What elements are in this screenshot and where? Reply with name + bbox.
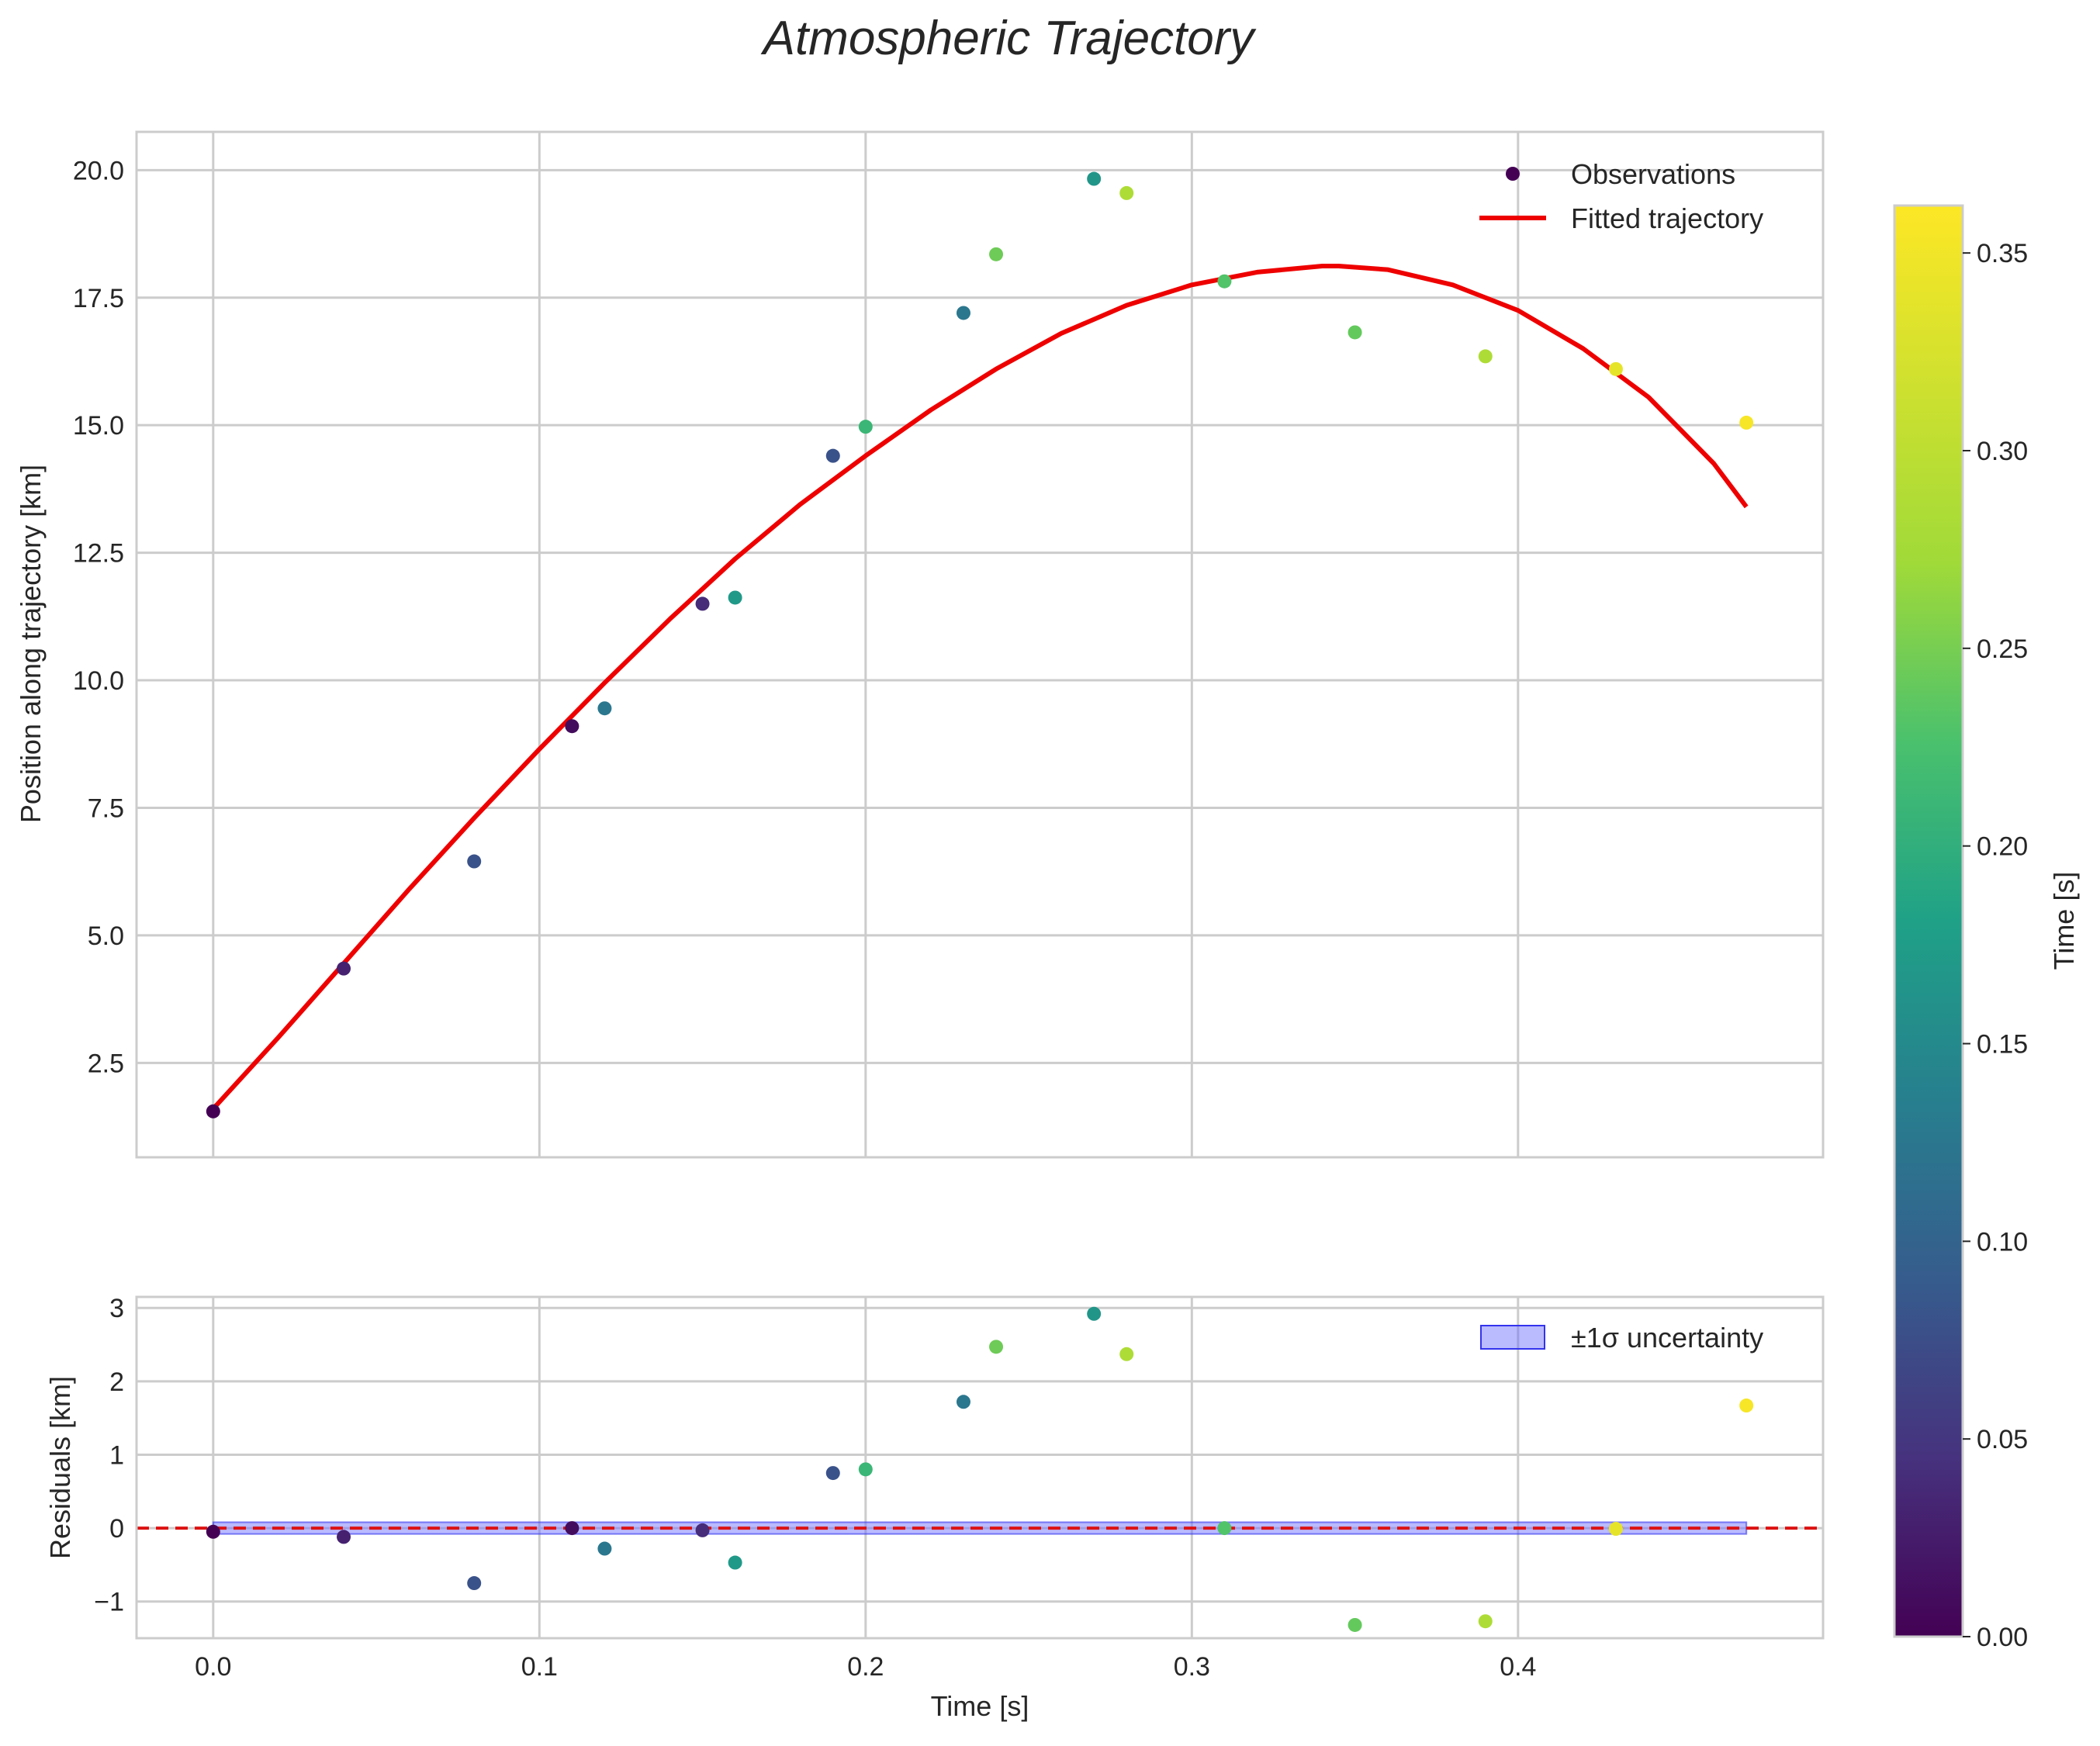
observation-points [206,171,1754,1118]
observation-point [337,961,351,976]
main-y-tick-label: 17.5 [73,284,124,313]
observation-point [1478,349,1493,364]
residual-point [565,1521,579,1536]
observation-point [467,854,482,869]
observation-point [728,590,742,605]
colorbar-ticks: 0.00 0.05 0.10 0.15 0.20 0.25 0.30 0.35 [1963,239,2028,1652]
fitted-trajectory-group [211,264,1749,1111]
residual-point [989,1340,1004,1354]
colorbar-tick-label: 0.15 [1977,1029,2028,1059]
observation-point [597,701,612,716]
observation-point [1217,274,1232,289]
observation-point [1119,185,1134,200]
residual-point [1348,1617,1362,1632]
main-grid [137,132,1823,1157]
residual-axes-frame [135,1295,1825,1640]
legend-observations-marker [1506,167,1520,181]
colorbar-tick-label: 0.00 [1977,1623,2028,1652]
colorbar-tick-label: 0.05 [1977,1425,2028,1454]
main-y-tick-label: 5.0 [88,921,124,951]
residual-point [467,1576,482,1591]
residual-point [337,1530,351,1544]
colorbar-label: Time [s] [2048,872,2080,970]
residual-point [825,1466,840,1481]
residual-y-tick-label: −1 [94,1588,124,1617]
legend-band-swatch [1480,1325,1545,1350]
x-tick-label: 0.4 [1500,1652,1536,1682]
main-y-tick-label: 12.5 [73,539,124,569]
main-y-tick-label: 7.5 [88,793,124,823]
residual-point [1739,1399,1754,1413]
residual-y-tick-label: 0 [109,1514,124,1544]
residual-grid [137,1297,1823,1638]
residual-point [1119,1347,1134,1361]
residual-legend: ±1σ uncertainty [1480,1322,1763,1354]
residual-point [858,1462,873,1477]
observation-point [825,448,840,463]
colorbar [1893,204,1964,1638]
residual-point [1217,1521,1232,1536]
residual-point [728,1555,742,1570]
observation-point [1739,415,1754,430]
residual-y-tick-label: 2 [109,1367,124,1397]
residual-y-tick-label: 1 [109,1440,124,1470]
main-y-tick-label: 10.0 [73,666,124,696]
main-y-tick-label: 20.0 [73,156,124,185]
x-tick-label: 0.0 [195,1652,231,1682]
main-y-tick-labels: 2.5 5.0 7.5 10.0 12.5 15.0 17.5 20.0 [73,156,124,1078]
residual-point [1608,1522,1623,1537]
colorbar-tick-label: 0.10 [1977,1227,2028,1257]
main-axes-frame [135,130,1825,1159]
residual-point [597,1541,612,1556]
residual-point [1478,1614,1493,1629]
observation-point [695,596,710,611]
observation-point [206,1104,220,1118]
residual-y-tick-labels: −1 0 1 2 3 [94,1294,124,1616]
residual-y-axis-label: Residuals [km] [44,1376,76,1559]
x-tick-label: 0.2 [847,1652,884,1682]
fitted-trajectory-line [211,264,1749,1111]
residual-y-tick-label: 3 [109,1294,124,1323]
colorbar-tick-label: 0.20 [1977,832,2028,862]
observation-point [956,306,970,320]
residual-points [206,1306,1754,1632]
observation-point [1608,361,1623,376]
residual-point [695,1523,710,1537]
legend-fit-label: Fitted trajectory [1571,202,1763,234]
main-y-tick-label: 15.0 [73,411,124,441]
observation-point [989,247,1004,261]
main-legend: Observations Fitted trajectory [1479,158,1763,234]
observation-point [1087,171,1102,186]
observation-point [1348,325,1362,340]
x-tick-label: 0.1 [521,1652,558,1682]
residual-x-tick-labels: 0.0 0.1 0.2 0.3 0.4 [195,1652,1536,1682]
colorbar-tick-label: 0.35 [1977,239,2028,268]
residual-point [1087,1306,1102,1321]
residual-point [206,1524,220,1539]
main-y-tick-label: 2.5 [88,1049,124,1078]
colorbar-tick-label: 0.30 [1977,437,2028,466]
main-y-axis-label: Position along trajectory [km] [15,465,47,823]
chart-title: Atmospheric Trajectory [760,12,1258,65]
legend-observations-label: Observations [1571,158,1735,190]
observation-point [858,420,873,434]
residual-point [956,1395,970,1409]
x-tick-label: 0.3 [1174,1652,1210,1682]
observation-point [565,719,579,734]
legend-band-label: ±1σ uncertainty [1571,1322,1763,1354]
x-axis-label: Time [s] [931,1690,1029,1722]
colorbar-tick-label: 0.25 [1977,634,2028,664]
